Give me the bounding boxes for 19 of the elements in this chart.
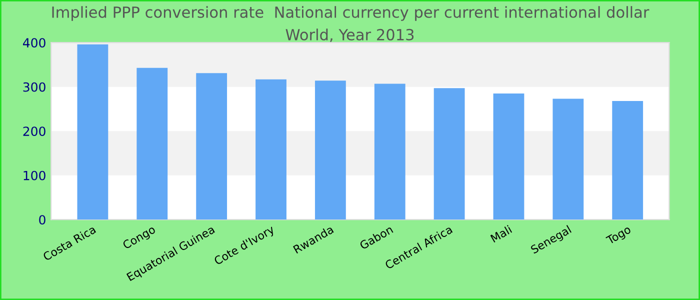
bar bbox=[493, 93, 524, 220]
bar bbox=[196, 73, 228, 220]
bar bbox=[256, 79, 286, 220]
y-tick-label: 400 bbox=[22, 38, 46, 48]
chart-title: Implied PPP conversion rate National currency per current international dollar bbox=[52, 6, 650, 21]
bar bbox=[434, 88, 465, 220]
y-tick-label: 200 bbox=[23, 126, 46, 136]
chart-subtitle: World, Year 2013 bbox=[286, 28, 414, 42]
bar bbox=[612, 101, 644, 220]
bar bbox=[77, 44, 108, 220]
bar bbox=[374, 84, 406, 220]
x-tick-label: Togo bbox=[606, 225, 632, 247]
bar bbox=[136, 68, 168, 220]
y-tick-label: 300 bbox=[23, 82, 46, 92]
bar bbox=[552, 98, 584, 220]
bar bbox=[314, 80, 346, 220]
x-tick-label: Mali bbox=[490, 224, 512, 243]
y-tick-label: 100 bbox=[24, 170, 46, 180]
y-tick-label: 0 bbox=[39, 215, 46, 225]
